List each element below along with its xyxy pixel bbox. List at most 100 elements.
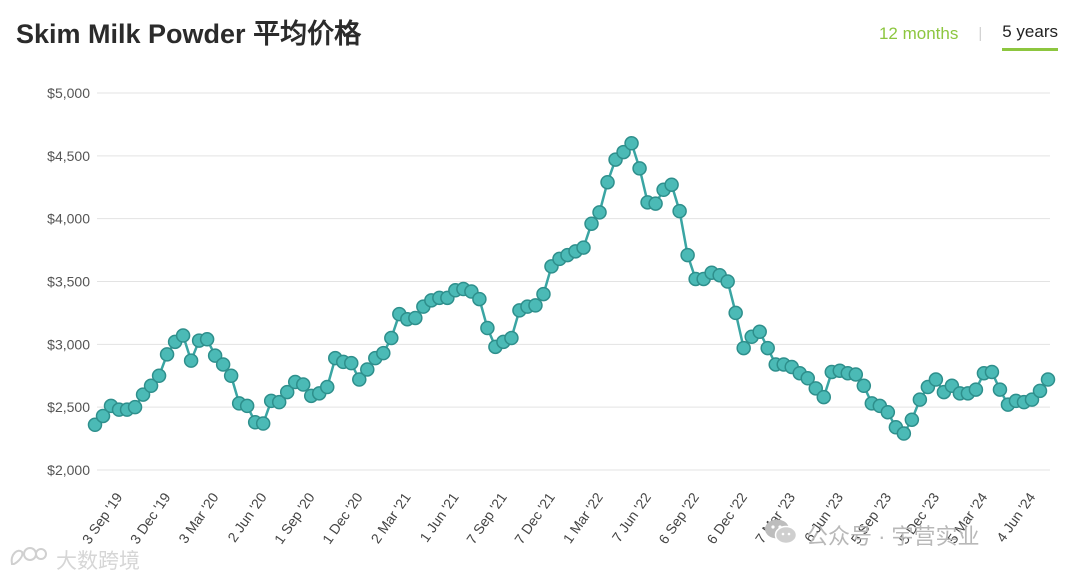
data-point: [1032, 383, 1048, 399]
data-point: [928, 372, 944, 387]
x-tick-label: 3 Sep '19: [79, 489, 126, 546]
data-point: [624, 136, 639, 151]
data-point: [151, 368, 167, 383]
x-tick-label: 2 Mar '21: [367, 489, 413, 546]
data-point: [800, 371, 815, 386]
data-point: [728, 305, 743, 321]
x-tick-label: 4 Jun '24: [993, 489, 1039, 545]
data-point: [360, 362, 375, 377]
data-point: [760, 340, 775, 356]
data-point: [816, 389, 832, 405]
data-point: [279, 384, 295, 400]
data-point: [408, 310, 423, 326]
range-separator: |: [978, 25, 983, 42]
data-point: [175, 328, 191, 343]
data-point: [183, 353, 199, 368]
watermark-wechat-text: 公众号 · 宇营实业: [806, 524, 980, 549]
grid-layer: [97, 92, 1050, 471]
range-option-12-months[interactable]: 12 months: [878, 23, 959, 43]
data-point: [319, 379, 335, 395]
data-point: [95, 408, 111, 424]
data-point: [127, 399, 143, 415]
data-point: [143, 378, 159, 394]
data-point: [472, 291, 487, 307]
data-point: [664, 177, 679, 192]
data-point: [856, 378, 872, 394]
data-point: [904, 412, 920, 427]
x-tick-label: 6 Dec '22: [703, 489, 750, 546]
data-point: [87, 417, 103, 433]
range-option-5-years[interactable]: 5 years: [1002, 22, 1058, 51]
data-point: [880, 404, 896, 420]
data-point: [848, 367, 864, 382]
series-line: [94, 140, 1050, 436]
y-tick-label: $3,000: [47, 336, 90, 352]
y-tick-label: $3,500: [47, 274, 90, 290]
x-tick-label: 7 Sep '21: [463, 489, 510, 546]
data-point: [376, 345, 391, 361]
brand-logo-icon: [8, 544, 48, 576]
data-point: [207, 348, 223, 363]
x-tick-label: 1 Jun '21: [416, 489, 462, 545]
data-point: [480, 320, 495, 336]
data-point: [504, 330, 519, 346]
data-point: [984, 364, 1000, 380]
y-tick-label: $2,500: [47, 399, 90, 415]
data-point: [576, 240, 591, 255]
data-point: [271, 394, 287, 410]
x-tick-label: 7 Jun '22: [609, 489, 655, 545]
wechat-icon: [764, 518, 798, 552]
data-point: [632, 161, 647, 176]
data-point: [239, 398, 255, 414]
series-line-layer: [94, 140, 1050, 436]
data-point: [648, 196, 663, 211]
watermark-wechat: 公众号 · 宇营实业: [764, 518, 980, 552]
data-point: [600, 174, 615, 190]
data-point: [528, 298, 543, 313]
y-axis-ticks: $2,000 $2,500 $3,000 $3,500 $4,000 $4,500 $5,0…: [47, 85, 90, 478]
data-point: [223, 368, 239, 383]
data-point: [159, 347, 175, 362]
data-point: [912, 392, 928, 407]
page-title: Skim Milk Powder 平均价格: [16, 19, 362, 49]
y-tick-label: $4,000: [47, 211, 90, 227]
data-point: [808, 381, 824, 396]
data-point: [255, 416, 271, 431]
data-point: [736, 340, 751, 356]
data-point: [592, 205, 607, 220]
x-tick-label: 2 Jun '20: [224, 489, 270, 545]
data-point: [720, 274, 735, 289]
data-points-layer: [87, 136, 1056, 441]
data-point: [968, 382, 984, 397]
x-tick-label: 3 Dec '19: [127, 489, 174, 546]
data-point: [199, 332, 215, 347]
data-point: [680, 247, 695, 263]
watermark-brand-text: 大数跨境: [56, 550, 140, 573]
data-point: [536, 286, 551, 302]
x-tick-label: 1 Mar '22: [560, 489, 606, 546]
y-tick-label: $4,500: [47, 148, 90, 164]
x-tick-label: 6 Sep '22: [655, 489, 702, 546]
data-point: [992, 382, 1008, 397]
data-point: [295, 377, 311, 392]
data-point: [352, 372, 367, 387]
watermark-brand: 大数跨境: [8, 544, 140, 576]
y-tick-label: $2,000: [47, 462, 90, 478]
x-tick-label: 1 Sep '20: [271, 489, 318, 546]
x-tick-label: 1 Dec '20: [319, 489, 366, 546]
data-point: [672, 203, 687, 219]
data-point: [135, 387, 151, 402]
data-point: [616, 144, 631, 160]
data-point: [896, 426, 912, 441]
data-point: [215, 357, 231, 372]
x-tick-label: 3 Mar '20: [175, 489, 221, 546]
data-point: [384, 330, 399, 346]
data-point: [584, 216, 599, 231]
data-point: [752, 324, 767, 340]
data-point: [1040, 372, 1056, 387]
x-tick-label: 7 Dec '21: [511, 489, 558, 546]
data-point: [344, 355, 359, 371]
time-range-toggle: 12 months | 5 years: [879, 22, 1058, 51]
data-point: [1024, 392, 1040, 407]
